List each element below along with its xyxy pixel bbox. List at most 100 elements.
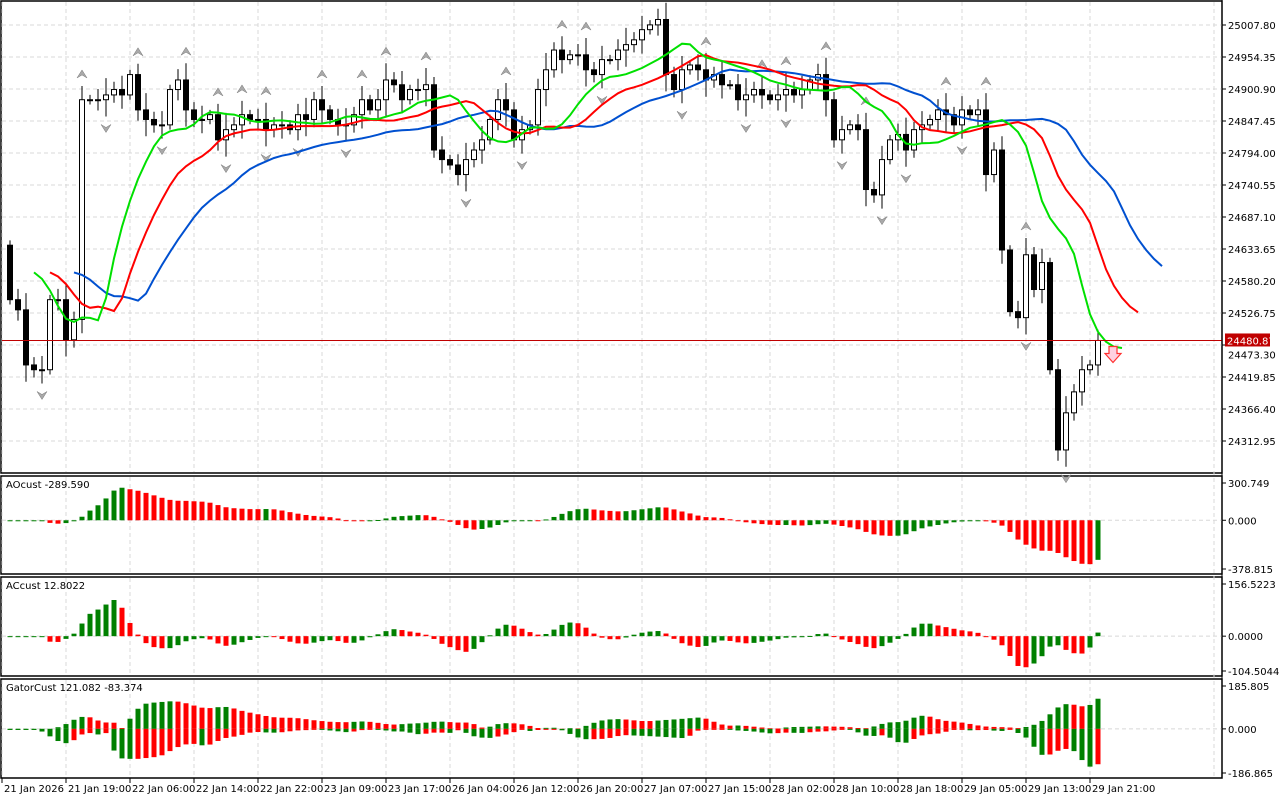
- candle: [311, 91, 317, 128]
- gatorcust-bar: [639, 728, 645, 736]
- accust-bar: [1087, 636, 1093, 648]
- gatorcust-bar: [151, 728, 157, 758]
- candle: [631, 32, 637, 53]
- fractal-up-icon: [556, 19, 568, 29]
- price-axis-label: 24954.35: [1228, 53, 1276, 64]
- candle: [935, 99, 941, 131]
- fractal-down-icon: [596, 96, 608, 105]
- fractal-up-icon: [756, 59, 768, 68]
- aocust-bar: [767, 520, 773, 525]
- fractal-down-icon: [340, 149, 352, 159]
- aocust-bar: [159, 497, 165, 521]
- aocust-bar: [191, 501, 197, 521]
- candle: [647, 20, 653, 35]
- fractal-up-icon: [212, 87, 224, 97]
- gatorcust-bar: [207, 708, 213, 729]
- fractal-down-icon: [156, 146, 168, 156]
- candle: [87, 94, 93, 105]
- gatorcust-bar: [823, 726, 829, 729]
- accust-bar: [575, 623, 581, 637]
- aocust-bar: [839, 520, 845, 527]
- candle-body: [831, 99, 837, 141]
- time-axis-label: 29 Jan 05:00: [964, 784, 1027, 795]
- candle-body: [687, 64, 693, 71]
- candle: [775, 84, 781, 111]
- gatorcust-bar: [711, 728, 717, 730]
- accust-bar: [319, 636, 325, 642]
- candle: [279, 111, 285, 139]
- candle: [1015, 300, 1021, 329]
- accust-bar: [839, 636, 845, 640]
- current-price-label: 24480.87: [1227, 336, 1275, 347]
- gatorcust-bar: [927, 728, 933, 735]
- candle-body: [303, 114, 309, 120]
- accust-bar: [231, 636, 237, 645]
- gatorcust-bar: [719, 728, 725, 730]
- candle-body: [95, 99, 101, 102]
- accust-bar: [823, 633, 829, 637]
- price-axis-label: 24847.45: [1228, 117, 1276, 128]
- candle-body: [1023, 254, 1029, 319]
- gatorcust-bar: [1007, 727, 1013, 729]
- gatorcust-bar: [791, 728, 797, 733]
- gatorcust-bar: [647, 728, 653, 737]
- candle: [583, 38, 589, 87]
- accust-bar: [159, 636, 165, 649]
- candle: [863, 112, 869, 207]
- gatorcust-bar: [999, 728, 1005, 731]
- accust-bar: [927, 623, 933, 637]
- candle: [831, 91, 837, 148]
- gatorcust-bar: [1007, 728, 1013, 730]
- gatorcust-bar: [423, 728, 429, 734]
- accust-bar: [911, 627, 917, 637]
- accust-bar: [63, 636, 69, 639]
- aocust-bar: [311, 515, 317, 521]
- accust-bar: [679, 636, 685, 644]
- aocust-bar: [991, 520, 997, 523]
- gatorcust-bar: [303, 728, 309, 731]
- aocust-bar: [7, 520, 13, 522]
- candle-body: [879, 159, 885, 196]
- accust-bar: [343, 636, 349, 643]
- candle-body: [503, 99, 509, 111]
- accust-bar: [15, 636, 21, 638]
- gatorcust-bar: [727, 725, 733, 729]
- gatorcust-bar: [263, 728, 269, 733]
- accust-bar: [935, 625, 941, 637]
- gatorcust-bar: [167, 701, 173, 729]
- aocust-bar: [607, 510, 613, 521]
- accust-bar: [951, 628, 957, 637]
- gatorcust-bar: [807, 728, 813, 733]
- aocust-bar: [431, 516, 437, 521]
- aocust-bar: [95, 505, 101, 521]
- gatorcust-bar: [223, 728, 229, 738]
- candle-body: [127, 74, 133, 96]
- candle-body: [135, 74, 141, 111]
- aocust-bar: [495, 520, 501, 525]
- aocust-bar: [199, 501, 205, 521]
- gatorcust-bar: [1079, 728, 1085, 761]
- accust-bar: [591, 633, 597, 637]
- aocust-bar: [695, 515, 701, 521]
- gatorcust-bar: [351, 721, 357, 729]
- gatorcust-bar: [279, 728, 285, 733]
- aocust-bar: [743, 520, 749, 523]
- indicator-axis-label: 0.0000: [1228, 632, 1263, 643]
- fractal-up-icon: [132, 47, 144, 57]
- aocust-bar: [831, 520, 837, 525]
- accust-bar: [527, 632, 533, 637]
- aocust-bar: [711, 517, 717, 521]
- aocust-bar: [967, 520, 973, 522]
- candle-body: [887, 139, 893, 161]
- gatorcust-bar: [375, 722, 381, 729]
- aocust-bar: [623, 511, 629, 521]
- accust-bar: [503, 624, 509, 637]
- alligator-teeth-line: [49, 54, 1139, 314]
- gatorcust-bar: [47, 728, 53, 737]
- candle: [367, 94, 373, 115]
- gatorcust-bar: [471, 728, 477, 737]
- gatorcust-bar: [415, 723, 421, 729]
- indicator-axis-label: -186.865: [1228, 769, 1273, 780]
- aocust-bar: [927, 520, 933, 527]
